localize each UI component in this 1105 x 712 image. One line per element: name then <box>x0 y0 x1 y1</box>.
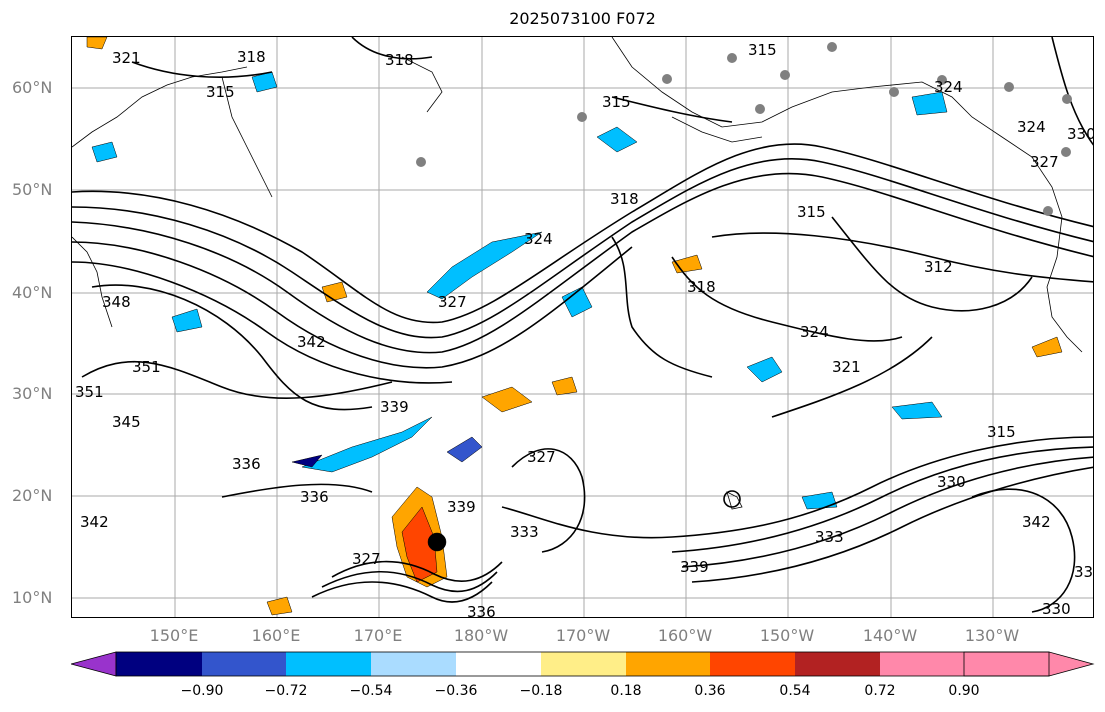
contour-label: 336 <box>300 488 329 506</box>
map-panel: 321 318 318 315 315 315 318 324 327 315 … <box>71 36 1094 618</box>
lon-label-150w: 150°W <box>759 626 815 645</box>
contour-label: 339 <box>447 498 476 516</box>
contour-label: 318 <box>610 190 639 208</box>
lat-label-50n: 50°N <box>12 180 53 199</box>
contour-label: 327 <box>352 550 381 568</box>
contour-label: 324 <box>1017 118 1046 136</box>
contour-label: 324 <box>934 78 963 96</box>
contour-label: 327 <box>1030 153 1059 171</box>
lon-label-160e: 160°E <box>251 626 301 645</box>
colorbar-swatch <box>795 652 880 676</box>
colorbar-tick: 0.90 <box>948 683 980 699</box>
lon-label-160w: 160°W <box>657 626 713 645</box>
contour-label: 336 <box>467 603 496 618</box>
lat-label-60n: 60°N <box>12 78 53 97</box>
colorbar-swatch <box>626 652 710 676</box>
lon-label-140w: 140°W <box>862 626 918 645</box>
colorbar-tick: 0.36 <box>694 683 726 699</box>
contour-label: 327 <box>527 448 556 466</box>
colorbar-swatch <box>371 652 456 676</box>
contour-label: 342 <box>297 333 326 351</box>
colorbar-tick: 0.18 <box>610 683 642 699</box>
contour-label: 333 <box>510 523 539 541</box>
map-title: 2025073100 F072 <box>509 9 656 28</box>
lat-label-10n: 10°N <box>12 588 53 607</box>
colorbar-swatch <box>456 652 541 676</box>
colorbar-swatch <box>880 652 964 676</box>
contour-label: 333 <box>815 528 844 546</box>
contour-label: 321 <box>112 49 141 67</box>
colorbar-tick: −0.18 <box>519 683 563 699</box>
lon-label-170w: 170°W <box>555 626 611 645</box>
colorbar-swatch <box>286 652 371 676</box>
colorbar-tick: −0.36 <box>434 683 478 699</box>
contour-label: 348 <box>102 293 131 311</box>
colorbar-tick: −0.90 <box>180 683 224 699</box>
contour-label: 336 <box>232 455 261 473</box>
contour-label: 312 <box>924 258 953 276</box>
contour-label: 315 <box>987 423 1016 441</box>
lon-label-130w: 130°W <box>964 626 1020 645</box>
contour-label: 318 <box>237 48 266 66</box>
contour-label: 324 <box>800 323 829 341</box>
map-canvas: 321 318 318 315 315 315 318 324 327 315 … <box>72 37 1094 618</box>
lon-label-150e: 150°E <box>149 626 199 645</box>
contour-label: 339 <box>680 558 709 576</box>
contour-label: 315 <box>797 203 826 221</box>
colorbar-tick: 0.72 <box>864 683 896 699</box>
contour-label: 339 <box>380 398 409 416</box>
station-markers <box>416 42 1072 216</box>
colorbar-swatch <box>541 652 626 676</box>
contour-label: 342 <box>1022 513 1051 531</box>
graticule <box>72 37 1093 617</box>
colorbar-tick: −0.72 <box>264 683 308 699</box>
contour-label: 342 <box>80 513 109 531</box>
contour-label: 315 <box>748 41 777 59</box>
contour-label: 324 <box>524 230 553 248</box>
contour-label: 330 <box>1067 125 1094 143</box>
contour-label: 351 <box>75 383 104 401</box>
contour-label: 318 <box>687 278 716 296</box>
lon-label-180w: 180°W <box>453 626 509 645</box>
colorbar-extend-high <box>963 651 1095 677</box>
lat-label-30n: 30°N <box>12 384 53 403</box>
contour-label-layer: 321 318 318 315 315 315 318 324 327 315 … <box>75 41 1094 618</box>
contour-label: 318 <box>385 51 414 69</box>
colorbar-extend-low <box>71 651 117 677</box>
shaded-regions <box>86 37 1063 616</box>
lon-label-170e: 170°E <box>353 626 403 645</box>
colorbar-tick: 0.54 <box>779 683 811 699</box>
colorbar <box>71 651 1095 677</box>
colorbar-swatch <box>116 652 202 676</box>
contour-label: 330 <box>1042 600 1071 618</box>
contour-label: 345 <box>112 413 141 431</box>
contour-label: 351 <box>132 358 161 376</box>
contour-label: 321 <box>832 358 861 376</box>
lat-label-40n: 40°N <box>12 283 53 302</box>
contour-label: 333 <box>1074 563 1094 581</box>
colorbar-swatch <box>202 652 286 676</box>
contour-label: 315 <box>206 83 235 101</box>
colorbar-swatch <box>710 652 795 676</box>
contour-lines <box>72 37 1093 613</box>
lat-label-20n: 20°N <box>12 486 53 505</box>
contour-label: 330 <box>937 473 966 491</box>
contour-label: 315 <box>602 93 631 111</box>
colorbar-tick: −0.54 <box>349 683 393 699</box>
contour-label: 327 <box>438 293 467 311</box>
